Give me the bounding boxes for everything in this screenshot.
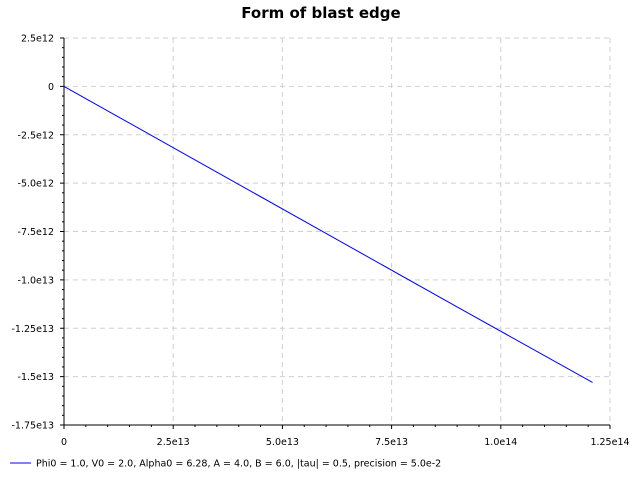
series-group xyxy=(63,85,593,383)
y-tick-label: -5.0e12 xyxy=(18,179,54,190)
x-tick-label: 5.0e13 xyxy=(266,437,299,448)
y-tick-label: -2.5e12 xyxy=(18,130,54,141)
y-tick-label: -1.75e13 xyxy=(11,421,54,432)
y-tick-label: 0 xyxy=(48,82,54,93)
chart-title: Form of blast edge xyxy=(241,4,400,22)
y-tick-label: 2.5e12 xyxy=(21,34,54,45)
y-tick-label: -7.5e12 xyxy=(18,227,54,238)
x-tick-label: 0 xyxy=(61,437,67,448)
x-tick-label: 7.5e13 xyxy=(375,437,408,448)
legend-label: Phi0 = 1.0, V0 = 2.0, Alpha0 = 6.28, A =… xyxy=(36,459,441,470)
y-tick-label: -1.5e13 xyxy=(18,372,54,383)
x-tick-label: 2.5e13 xyxy=(157,437,190,448)
y-tick-label: -1.0e13 xyxy=(18,275,54,286)
ticks: 0 2.5e13 5.0e13 7.5e13 1.0e14 1.25e142.5e120-… xyxy=(11,34,629,449)
series-line xyxy=(63,85,593,383)
y-tick-label: -1.25e13 xyxy=(11,324,54,335)
grid xyxy=(64,37,611,425)
x-tick-label: 1.25e14 xyxy=(590,437,629,448)
x-tick-label: 1.0e14 xyxy=(484,437,517,448)
legend: Phi0 = 1.0, V0 = 2.0, Alpha0 = 6.28, A =… xyxy=(10,459,441,470)
